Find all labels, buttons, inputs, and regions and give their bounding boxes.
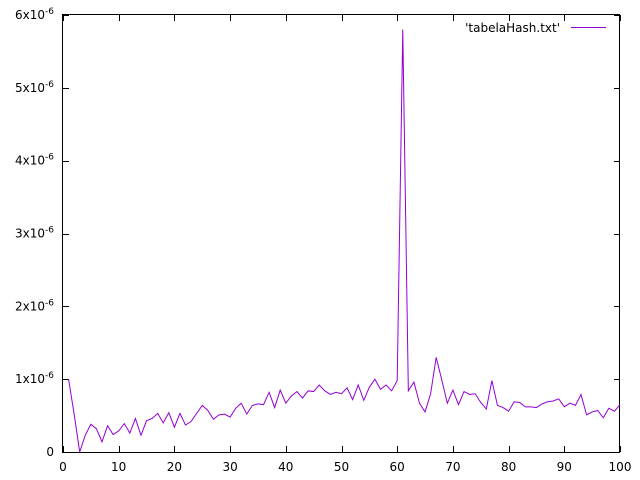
series-line [68,29,621,453]
x-tick-label: 80 [501,460,516,474]
x-tick-label: 30 [222,460,237,474]
x-tick-label: 20 [167,460,182,474]
y-tick-mantissa: 5x10 [15,81,45,95]
x-tick-label: 90 [557,460,572,474]
y-tick-exponent: -6 [45,298,54,308]
y-tick-mantissa: 1x10 [15,372,45,386]
y-tick-mantissa: 4x10 [15,154,45,168]
axis-tick-labels: 0 10 20 30 40 50 60 70 80 90 10001x10-62x10-63x10-… [15,7,631,474]
y-tick-mantissa: 2x10 [15,299,45,313]
y-tick-label: 4x10-6 [15,153,54,168]
y-tick-label: 5x10-6 [15,80,54,95]
y-tick-label: 2x10-6 [15,298,54,313]
y-tick-label: 6x10-6 [15,7,54,22]
x-tick-label: 40 [278,460,293,474]
x-tick-label: 0 [59,460,67,474]
y-tick-label: 3x10-6 [15,226,54,241]
y-tick-exponent: -6 [45,7,54,17]
y-tick-exponent: -6 [45,371,54,381]
legend-label: 'tabelaHash.txt' [465,21,560,35]
y-tick-mantissa: 6x10 [15,8,45,22]
plot-frame [62,14,620,453]
y-tick-exponent: -6 [45,153,54,163]
y-tick-exponent: -6 [45,80,54,90]
legend: 'tabelaHash.txt' [465,21,606,35]
x-tick-label: 70 [445,460,460,474]
y-tick-mantissa: 0 [46,445,54,459]
x-tick-label: 10 [111,460,126,474]
y-tick-label: 1x10-6 [15,371,54,386]
x-tick-label: 50 [334,460,349,474]
y-tick-exponent: -6 [45,226,54,236]
series-layer [68,29,621,453]
y-tick-label: 0 [46,445,54,459]
y-tick-mantissa: 3x10 [15,227,45,241]
x-tick-label: 100 [609,460,632,474]
axis-ticks [63,15,621,453]
x-tick-label: 60 [390,460,405,474]
